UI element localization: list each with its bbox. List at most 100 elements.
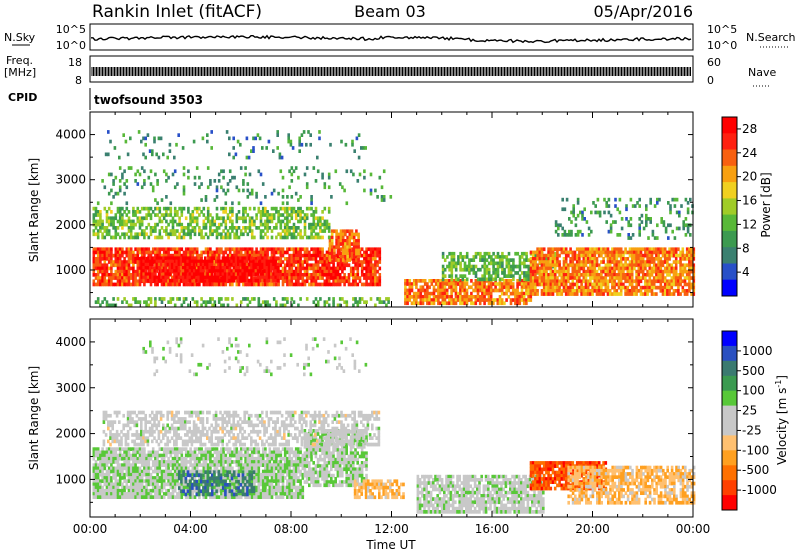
data-cell [312, 210, 316, 214]
data-cell [255, 276, 258, 280]
data-cell [206, 269, 209, 273]
data-cell [239, 266, 243, 271]
data-cell [509, 271, 513, 275]
data-cell [101, 263, 104, 268]
data-cell [314, 257, 318, 261]
data-cell [651, 229, 655, 234]
data-cell [234, 259, 238, 264]
data-cell [659, 263, 663, 268]
data-cell [509, 285, 513, 290]
data-cell [492, 301, 495, 306]
data-cell [520, 279, 524, 283]
data-cell [661, 289, 665, 293]
data-cell [638, 226, 641, 231]
data-cell [162, 216, 166, 221]
data-cell [606, 250, 610, 255]
data-cell [663, 279, 667, 284]
data-cell [160, 235, 164, 240]
data-cell [680, 204, 683, 208]
data-cell [540, 247, 544, 252]
data-cell [292, 253, 296, 258]
data-cell [125, 250, 129, 255]
data-cell [536, 289, 539, 293]
data-cell [255, 216, 258, 221]
data-cell [692, 285, 696, 290]
data-cell [547, 289, 550, 293]
data-cell [191, 250, 195, 255]
data-cell [154, 282, 157, 287]
data-cell [605, 201, 608, 205]
data-cell [233, 247, 236, 252]
data-cell [347, 250, 351, 255]
data-cell [644, 289, 647, 293]
data-cell [212, 275, 216, 280]
data-cell [138, 282, 142, 287]
data-cell [255, 282, 258, 287]
data-cell [648, 289, 652, 293]
data-cell [162, 169, 166, 174]
data-cell [500, 301, 504, 306]
data-cell [540, 266, 544, 271]
data-cell [637, 282, 641, 287]
data-cell [591, 260, 594, 264]
data-cell [290, 235, 294, 240]
data-cell [657, 257, 660, 261]
data-cell [242, 182, 245, 186]
data-cell [281, 279, 285, 284]
data-cell [215, 232, 219, 237]
data-cell [622, 273, 625, 277]
data-cell [121, 253, 124, 258]
data-cell [369, 276, 373, 280]
data-cell [299, 282, 302, 287]
data-cell [461, 301, 464, 306]
data-cell [597, 282, 601, 287]
data-cell [545, 292, 548, 296]
data-cell [571, 282, 575, 287]
data-cell [685, 289, 689, 293]
data-cell [434, 288, 438, 293]
data-cell [272, 213, 276, 217]
data-cell [330, 251, 334, 256]
data-cell [417, 295, 420, 299]
data-cell [674, 282, 678, 287]
data-cell [604, 282, 608, 287]
data-cell [593, 285, 597, 290]
data-cell [272, 256, 275, 261]
data-cell [571, 250, 575, 255]
data-cell [450, 258, 454, 262]
data-cell [547, 276, 550, 280]
data-cell [147, 206, 151, 211]
data-cell [123, 297, 126, 301]
data-cell [679, 250, 682, 255]
data-cell [176, 213, 179, 217]
data-cell [242, 253, 245, 258]
data-cell [101, 300, 104, 304]
data-cell [571, 276, 575, 280]
data-cell [312, 253, 316, 258]
data-cell [182, 232, 186, 237]
data-cell [219, 269, 222, 273]
data-cell [328, 251, 332, 256]
data-cell [144, 272, 148, 277]
data-cell [217, 256, 220, 261]
data-cell [228, 216, 232, 221]
data-cell [553, 282, 557, 287]
data-cell [540, 292, 544, 296]
data-cell [565, 233, 569, 237]
data-cell [248, 226, 252, 230]
data-cell [165, 219, 168, 224]
data-cell [568, 229, 571, 234]
data-cell [228, 152, 231, 157]
data-cell [369, 172, 373, 177]
data-cell [672, 292, 676, 296]
data-cell [344, 251, 347, 256]
data-cell [147, 253, 151, 258]
data-cell [195, 210, 199, 214]
data-cell [261, 275, 264, 280]
data-cell [242, 247, 245, 252]
data-cell [340, 139, 343, 144]
data-cell [432, 291, 436, 296]
data-cell [426, 291, 429, 296]
data-cell [99, 266, 102, 271]
data-cell [272, 272, 275, 277]
